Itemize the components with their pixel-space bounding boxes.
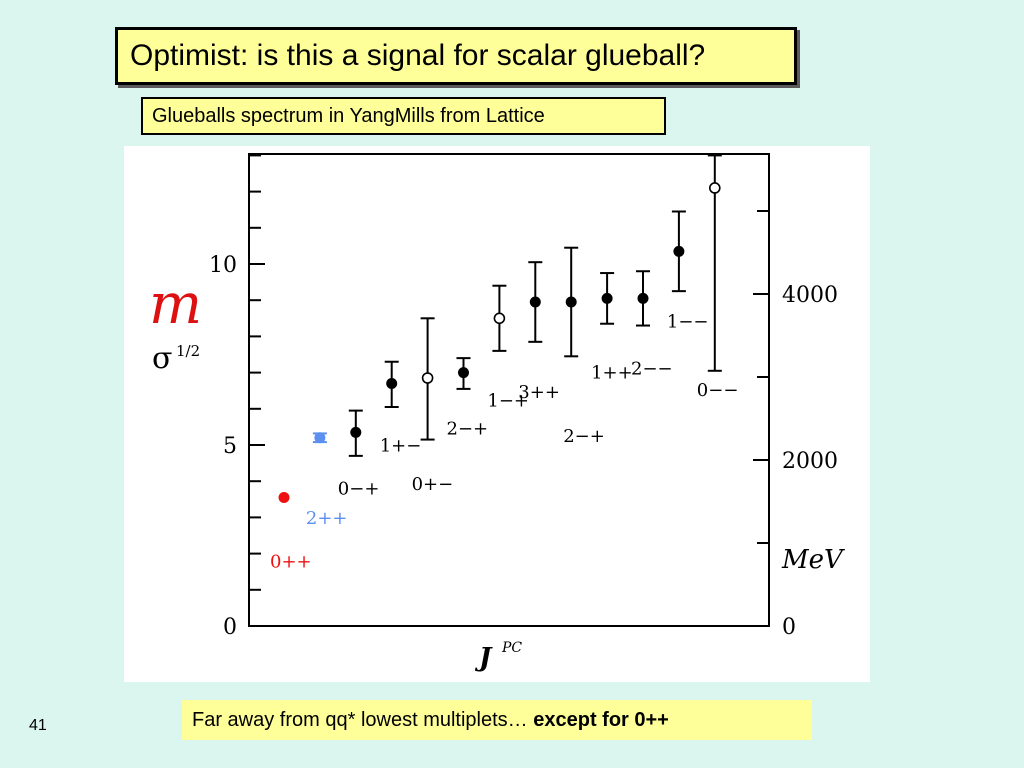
data-point-group: 0−+ (338, 409, 380, 499)
footer-note: Far away from qq* lowest multiplets… exc… (182, 700, 812, 740)
state-label: 0+− (412, 474, 454, 495)
data-point-group: 2++ (306, 432, 348, 529)
data-point-group: 0+− (412, 317, 454, 495)
left-tick-label: 5 (223, 434, 237, 459)
data-point (673, 245, 685, 257)
data-point (601, 292, 613, 304)
data-point-group: 2−− (631, 270, 673, 379)
data-point (314, 432, 326, 444)
data-point-group: 2−+ (447, 357, 489, 440)
data-point (637, 292, 649, 304)
data-point-group: 1++ (591, 272, 633, 383)
state-label: 1+− (380, 435, 422, 456)
data-point-group: 3++ (518, 261, 560, 403)
state-label: 0−− (697, 380, 739, 401)
axis-ticks: 0 5 10 0 2000 4000 (209, 154, 838, 640)
data-point-open (421, 372, 434, 384)
data-point (386, 377, 398, 389)
state-label: 2−+ (447, 419, 489, 440)
data-point (458, 367, 469, 379)
y-axis-label-sigma: σ (152, 341, 172, 376)
data-point-group: 0−− (697, 154, 739, 401)
slide-title: Optimist: is this a signal for scalar gl… (115, 27, 797, 85)
state-label: 1−+ (487, 390, 529, 411)
left-tick-label: 0 (223, 615, 237, 640)
data-point-open (493, 312, 506, 325)
x-axis-label-pc: PC (501, 640, 522, 656)
data-point-group: 1−+ (487, 284, 529, 411)
footer-bold-text: except for 0++ (533, 709, 669, 731)
data-marks: 0++ 2++ 0−+ 1+− 0+− 2−+ 1−+3++ 2−+ 1++2−− 1−− 0−− (270, 154, 739, 572)
slide-number: 41 (29, 717, 47, 734)
state-label: 1++ (591, 362, 633, 383)
state-label: 0−+ (338, 478, 380, 499)
y-axis-label-m: m (149, 272, 202, 337)
plot-border (248, 153, 770, 627)
data-point-group: 1−− (667, 210, 709, 332)
state-label: 2++ (306, 508, 348, 529)
data-point (278, 491, 290, 503)
glueball-chart: 0 5 10 0 2000 4000 0++ 2++ 0−+ 1+− 0+− 2−+ 1−+ 3++ 2−… (124, 146, 870, 682)
right-axis-unit: MeV (781, 545, 845, 575)
state-label: 2−− (631, 358, 673, 379)
right-tick-label: 0 (782, 615, 796, 640)
data-point-group: 1+− (380, 360, 422, 456)
y-axis-label-sigma-exp: 1/2 (176, 342, 200, 360)
right-tick-label: 2000 (782, 449, 838, 474)
chart-caption: Glueballs spectrum in YangMills from Lat… (141, 97, 666, 135)
chart-svg: 0 5 10 0 2000 4000 0++ 2++ 0−+ 1+− 0+− 2−+ 1−+3++ 2−… (149, 153, 845, 673)
data-point-open (708, 182, 721, 194)
data-point (565, 296, 577, 308)
state-label: 0++ (270, 551, 312, 572)
data-point-group: 2−+ (563, 246, 605, 447)
data-point-group: 0++ (270, 491, 312, 572)
state-label: 1−− (667, 311, 709, 332)
right-tick-label: 4000 (782, 283, 838, 308)
footer-text: Far away from qq* lowest multiplets… (192, 709, 534, 731)
data-point (350, 426, 362, 438)
left-tick-label: 10 (209, 253, 237, 278)
state-label: 2−+ (563, 426, 605, 447)
x-axis-label-j: J (474, 643, 493, 673)
state-label: 3++ (518, 382, 560, 403)
data-point (529, 296, 541, 308)
plot-frame (248, 153, 770, 627)
